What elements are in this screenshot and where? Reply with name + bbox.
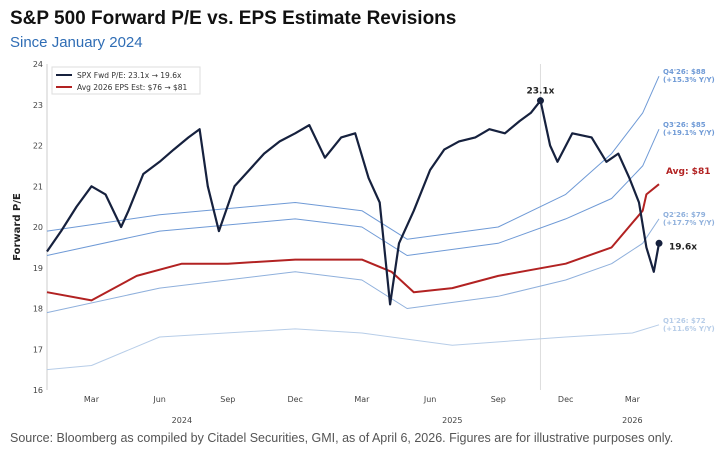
legend-box [51,66,201,95]
avg-label: Avg: $81 [666,167,710,177]
x-tick-label: Mar [625,395,641,404]
series-line-2 [46,75,660,240]
x-tick-label: Jun [423,395,437,404]
y-axis-label: Forward P/E [12,193,23,261]
y-tick-label: 17 [33,345,43,354]
y-tick-label: 19 [33,264,43,273]
chart-subtitle: Since January 2024 [10,34,143,51]
chart-title: S&P 500 Forward P/E vs. EPS Estimate Rev… [10,8,457,29]
legend-entry: SPX Fwd P/E: 23.1x → 19.6x [77,71,182,80]
y-tick-label: 24 [33,60,43,69]
eps-quarter-yoy: (+15.3% Y/Y) [663,76,715,84]
y-tick-label: 20 [33,223,43,232]
y-tick-label: 23 [33,101,43,110]
series-line-5 [46,324,660,371]
y-tick-label: 18 [33,305,43,314]
eps-quarter-yoy: (+19.1% Y/Y) [663,129,715,137]
legend-entry: Avg 2026 EPS Est: $76 → $81 [77,83,188,92]
y-tick-label: 21 [33,182,43,191]
year-label: 2025 [442,416,462,425]
series-line-1 [46,183,660,302]
year-label: 2024 [172,416,192,425]
eps-quarter-label: Q4'26: $88 [663,68,706,76]
last-label: 19.6x [669,242,697,252]
eps-quarter-label: Q3'26: $85 [663,121,706,129]
eps-quarter-label: Q2'26: $79 [663,211,706,219]
last-marker [655,239,663,247]
series-line-3 [46,128,660,256]
eps-quarter-label: Q1'26: $72 [663,317,706,325]
eps-quarter-yoy: (+17.7% Y/Y) [663,219,715,227]
y-tick-label: 16 [33,386,43,395]
peak-label: 23.1x [526,87,554,97]
eps-quarter-yoy: (+11.6% Y/Y) [663,325,715,333]
x-tick-label: Jun [152,395,166,404]
x-tick-label: Mar [84,395,100,404]
x-tick-label: Dec [558,395,573,404]
x-tick-label: Sep [491,395,506,404]
x-tick-label: Dec [287,395,302,404]
series-line-0 [46,99,661,306]
x-tick-label: Mar [354,395,370,404]
y-tick-label: 22 [33,142,43,151]
series-line-4 [46,218,660,314]
source-note: Source: Bloomberg as compiled by Citadel… [10,431,674,445]
x-tick-label: Sep [220,395,235,404]
peak-marker [536,97,544,105]
year-label: 2026 [622,416,642,425]
